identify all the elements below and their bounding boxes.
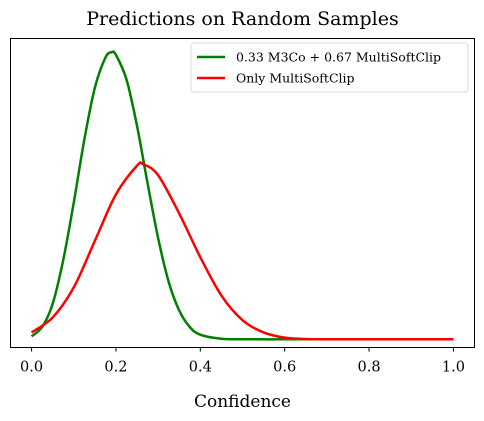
- legend-box: [190, 42, 469, 93]
- plot-frame: [10, 38, 475, 348]
- x-axis-label: Confidence: [194, 392, 291, 412]
- legend: 0.33 M3Co + 0.67 MultiSoftClip Only Mult…: [190, 42, 469, 93]
- x-axis-ticks: 0.0 0.2 0.4 0.6 0.8 1.0: [20, 347, 465, 376]
- series-layer: [30, 50, 454, 341]
- legend-label-series-2: Only MultiSoftClip: [236, 71, 355, 86]
- series-line-2: [30, 161, 454, 341]
- x-tick-label: 0.0: [20, 360, 43, 376]
- legend-label-series-1: 0.33 M3Co + 0.67 MultiSoftClip: [236, 50, 441, 65]
- x-tick-label: 0.8: [358, 360, 381, 376]
- series-line-1: [30, 50, 454, 341]
- x-tick-label: 0.2: [104, 360, 127, 376]
- x-tick-label: 1.0: [442, 360, 465, 376]
- x-tick-label: 0.4: [189, 360, 212, 376]
- chart-title: Predictions on Random Samples: [86, 8, 398, 30]
- x-tick-label: 0.6: [273, 360, 296, 376]
